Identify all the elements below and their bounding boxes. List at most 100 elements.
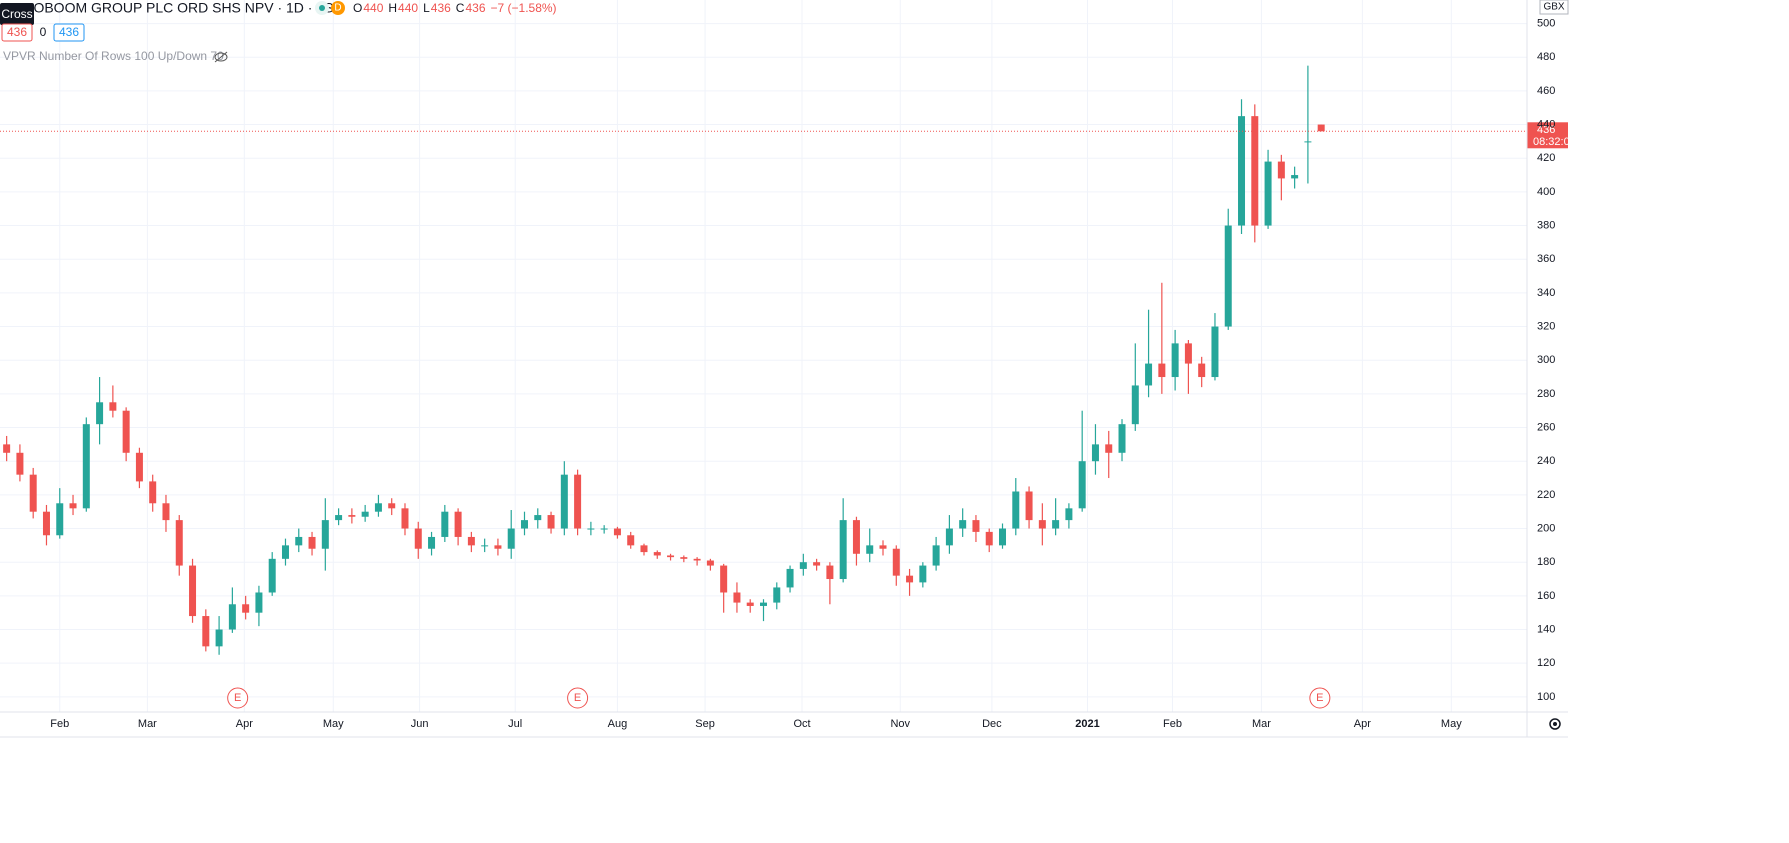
candle-body bbox=[361, 511, 369, 517]
candle-body bbox=[1065, 508, 1073, 521]
candle-body bbox=[388, 503, 396, 509]
y-tick-label: 260 bbox=[1537, 421, 1555, 433]
bid-box[interactable] bbox=[1, 23, 33, 42]
candle-body bbox=[149, 481, 157, 504]
ohlc-value: 436 bbox=[431, 1, 451, 15]
x-tick-label: Feb bbox=[1163, 718, 1182, 730]
x-tick-label: Dec bbox=[982, 718, 1002, 730]
candle-body bbox=[574, 474, 582, 529]
candle-body bbox=[374, 503, 382, 512]
symbol-title: AUDIOBOOM GROUP PLC ORD SHS NPV · 1D · L… bbox=[0, 0, 343, 16]
y-tick-label: 160 bbox=[1537, 590, 1555, 602]
candle-body bbox=[109, 402, 117, 411]
candle-body bbox=[1171, 343, 1179, 378]
candle-body bbox=[892, 548, 900, 576]
candle-body bbox=[1012, 491, 1020, 529]
candle-body bbox=[1145, 363, 1153, 386]
event-marker bbox=[227, 687, 249, 709]
candle-body bbox=[507, 528, 515, 549]
event-label: E bbox=[574, 692, 581, 704]
x-tick-label: Mar bbox=[138, 718, 157, 730]
candle-body bbox=[494, 545, 502, 549]
candle-body bbox=[42, 511, 50, 536]
candle-body bbox=[746, 602, 754, 606]
badge-bg[interactable] bbox=[331, 1, 345, 15]
candle-body bbox=[972, 520, 980, 532]
y-tick-label: 120 bbox=[1537, 657, 1555, 669]
hide-icon[interactable] bbox=[214, 51, 228, 63]
candle-body bbox=[335, 515, 343, 521]
candle-body bbox=[268, 558, 276, 593]
y-tick-label: 340 bbox=[1537, 287, 1555, 299]
candle-body bbox=[640, 545, 648, 553]
tooltip-bg bbox=[0, 3, 34, 25]
y-tick-label: 500 bbox=[1537, 17, 1555, 29]
candle-body bbox=[1038, 520, 1046, 529]
candle-body bbox=[693, 558, 701, 561]
candle-body bbox=[799, 562, 807, 569]
candle-body bbox=[1091, 444, 1099, 462]
candle-body bbox=[189, 565, 197, 617]
chart-bg bbox=[0, 0, 1568, 737]
candle-body bbox=[295, 536, 303, 546]
y-tick-label: 240 bbox=[1537, 455, 1555, 467]
candle-body bbox=[122, 410, 130, 453]
candle-body bbox=[321, 520, 329, 549]
candle-body bbox=[1211, 326, 1219, 378]
settings-icon[interactable] bbox=[1549, 718, 1561, 730]
y-tick-label: 480 bbox=[1537, 51, 1555, 63]
candle-body bbox=[932, 545, 940, 566]
ask-box[interactable] bbox=[53, 23, 85, 42]
tooltip: Cross bbox=[1, 7, 32, 21]
candle-body bbox=[202, 616, 210, 647]
x-tick-label: Oct bbox=[793, 718, 810, 730]
indicator-label: VPVR Number Of Rows 100 Up/Down 70 bbox=[3, 49, 224, 63]
x-tick-label: Feb bbox=[50, 718, 69, 730]
y-tick-label: 100 bbox=[1537, 691, 1555, 703]
event-label: E bbox=[1316, 692, 1323, 704]
spread: 0 bbox=[40, 25, 47, 39]
ohlc-value: 440 bbox=[363, 1, 383, 15]
candle-body bbox=[879, 545, 887, 549]
candle-body bbox=[16, 452, 24, 475]
candle-body bbox=[1238, 116, 1246, 226]
candle-body bbox=[919, 565, 927, 583]
bid[interactable]: 436 bbox=[7, 25, 27, 39]
currency-box[interactable] bbox=[1539, 0, 1569, 15]
candle-body bbox=[281, 545, 289, 559]
y-tick-label: 360 bbox=[1537, 253, 1555, 265]
ohlc-letter: C bbox=[456, 1, 465, 15]
candle-body bbox=[162, 503, 170, 521]
candle-body bbox=[1118, 424, 1126, 453]
candle-body bbox=[1264, 161, 1272, 226]
candle-body bbox=[1131, 385, 1139, 425]
x-tick-label: 2021 bbox=[1075, 718, 1099, 730]
candle-body bbox=[587, 528, 595, 530]
x-tick-label: May bbox=[323, 718, 344, 730]
x-tick-label: Apr bbox=[236, 718, 253, 730]
currency[interactable]: GBX bbox=[1543, 2, 1564, 13]
candle-body bbox=[1078, 461, 1086, 509]
x-tick-label: Nov bbox=[890, 718, 910, 730]
candle-body bbox=[560, 474, 568, 529]
x-tick-label: Apr bbox=[1354, 718, 1371, 730]
ask[interactable]: 436 bbox=[59, 25, 79, 39]
candle-body bbox=[29, 474, 37, 512]
candle-body bbox=[69, 503, 77, 509]
candle-body bbox=[82, 424, 90, 509]
candle-body bbox=[96, 402, 104, 425]
candle-body bbox=[1291, 175, 1299, 179]
status-badge[interactable]: D bbox=[334, 3, 341, 14]
candle-body bbox=[1105, 444, 1113, 453]
ohlc-letter: O bbox=[353, 1, 362, 15]
candle-body bbox=[1251, 116, 1259, 226]
x-tick-label: Jul bbox=[508, 718, 522, 730]
y-tick-label: 180 bbox=[1537, 556, 1555, 568]
candle-body bbox=[733, 592, 741, 603]
candle-body bbox=[613, 528, 621, 536]
candle-body bbox=[1304, 141, 1312, 143]
y-tick-label: 380 bbox=[1537, 219, 1555, 231]
y-tick-label: 220 bbox=[1537, 489, 1555, 501]
